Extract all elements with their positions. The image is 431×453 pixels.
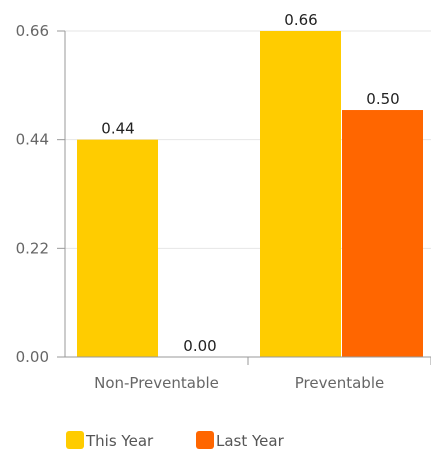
y-tick-label: 0.22 xyxy=(16,239,49,257)
legend: This Year Last Year xyxy=(66,431,285,450)
data-labels: 0.44 0.00 0.66 0.50 xyxy=(101,11,399,355)
data-label: 0.66 xyxy=(284,11,317,29)
data-label: 0.00 xyxy=(183,337,216,355)
x-tick-label: Non-Preventable xyxy=(94,374,219,392)
bar-this-year-preventable xyxy=(260,31,341,357)
legend-swatch xyxy=(66,431,84,449)
y-tick-label: 0.66 xyxy=(16,22,49,40)
y-tick-label: 0.44 xyxy=(16,131,49,149)
y-tick-label: 0.00 xyxy=(16,348,49,366)
data-label: 0.44 xyxy=(101,120,134,138)
bar-last-year-preventable xyxy=(342,110,423,357)
y-axis: 0.00 0.22 0.44 0.66 xyxy=(16,22,66,366)
bar-this-year-non-preventable xyxy=(77,139,158,357)
x-tick-label: Preventable xyxy=(295,374,384,392)
legend-swatch xyxy=(196,431,214,449)
x-axis: Non-Preventable Preventable xyxy=(65,356,431,392)
bars xyxy=(77,31,423,357)
data-label: 0.50 xyxy=(366,90,399,108)
legend-label[interactable]: This Year xyxy=(85,432,154,450)
legend-label[interactable]: Last Year xyxy=(216,432,285,450)
